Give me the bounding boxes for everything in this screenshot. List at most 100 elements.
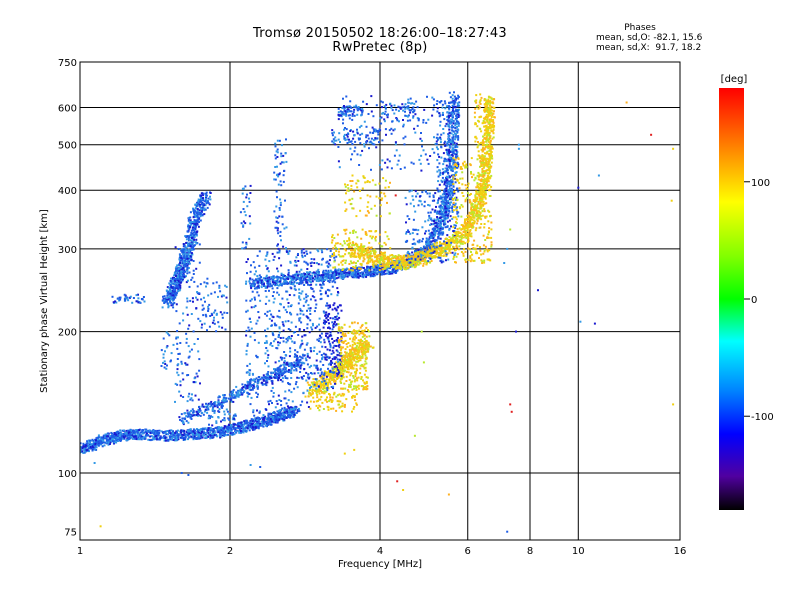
- trace-point: [191, 432, 194, 435]
- trace-point: [170, 277, 172, 280]
- trace-point: [163, 295, 166, 298]
- trace-point: [400, 261, 403, 264]
- trace-point: [467, 224, 470, 227]
- trace-point: [479, 201, 482, 204]
- trace-point: [191, 431, 193, 434]
- trace-point: [241, 392, 244, 395]
- trace-point: [318, 277, 321, 280]
- trace-point: [137, 430, 140, 433]
- trace-point: [288, 410, 290, 413]
- trace-point: [242, 386, 245, 388]
- trace-point: [269, 283, 272, 285]
- trace-point: [272, 275, 275, 278]
- trace-point: [425, 263, 428, 266]
- trace-point: [190, 435, 193, 438]
- trace-point: [95, 448, 98, 451]
- trace-point: [453, 132, 456, 135]
- trace-point: [302, 278, 305, 280]
- trace-point: [402, 263, 405, 266]
- trace-point: [254, 279, 257, 282]
- trace-point: [281, 407, 284, 410]
- trace-point: [397, 258, 400, 261]
- trace-point: [244, 387, 247, 390]
- trace-point: [452, 105, 455, 108]
- trace-point: [491, 124, 494, 127]
- trace-point: [227, 430, 229, 433]
- trace-point: [325, 276, 328, 279]
- trace-point: [486, 177, 489, 179]
- trace-point: [302, 279, 305, 282]
- trace-point: [418, 260, 421, 263]
- trace-point: [270, 416, 272, 418]
- trace-point: [168, 296, 171, 299]
- trace-point: [240, 430, 242, 432]
- trace-point: [455, 144, 458, 147]
- trace-point: [376, 272, 379, 275]
- trace-point: [486, 184, 489, 187]
- trace-point: [256, 380, 259, 383]
- trace-point: [172, 430, 174, 433]
- trace-point: [451, 124, 454, 127]
- trace-point: [168, 429, 171, 432]
- trace-point: [132, 430, 135, 433]
- trace-point: [380, 251, 383, 254]
- trace-point: [432, 223, 435, 226]
- trace-point: [426, 261, 428, 264]
- trace-point: [256, 279, 259, 282]
- trace-point: [109, 441, 112, 444]
- trace-point: [263, 285, 265, 287]
- trace-point: [219, 428, 222, 431]
- trace-point: [202, 194, 205, 197]
- trace-point: [256, 385, 259, 388]
- trace-point: [213, 403, 216, 406]
- trace-point: [197, 216, 199, 219]
- trace-point: [466, 214, 469, 217]
- trace-point: [147, 434, 150, 437]
- trace-point: [178, 269, 181, 272]
- trace-point: [98, 442, 101, 445]
- trace-point: [439, 241, 441, 244]
- trace-point: [140, 438, 143, 441]
- trace-point: [295, 273, 298, 276]
- trace-point: [111, 440, 114, 443]
- trace-point: [155, 434, 158, 437]
- trace-point: [164, 432, 167, 435]
- trace-point: [168, 286, 171, 289]
- trace-point: [232, 427, 235, 430]
- data-points: [80, 91, 675, 533]
- trace-point: [280, 413, 283, 416]
- trace-point: [203, 200, 206, 203]
- trace-point: [211, 436, 214, 439]
- trace-point: [191, 408, 194, 411]
- trace-point: [170, 435, 172, 438]
- trace-point: [180, 259, 183, 262]
- trace-point: [133, 437, 136, 440]
- trace-point: [441, 211, 444, 214]
- trace-point: [376, 255, 379, 258]
- trace-point: [288, 275, 291, 278]
- trace-point: [452, 104, 455, 107]
- trace-point: [378, 257, 381, 260]
- trace-point: [289, 406, 292, 409]
- trace-point: [304, 281, 307, 284]
- trace-point: [490, 118, 493, 121]
- trace-point: [156, 430, 159, 433]
- trace-point: [268, 416, 270, 419]
- trace-point: [471, 203, 474, 206]
- trace-point: [107, 432, 110, 435]
- trace-point: [154, 429, 157, 432]
- trace-point: [447, 243, 450, 246]
- trace-point: [149, 431, 152, 434]
- trace-point: [398, 266, 400, 269]
- trace-point: [222, 397, 225, 400]
- trace-point: [183, 250, 186, 253]
- trace-point: [172, 439, 175, 441]
- trace-point: [443, 179, 446, 182]
- chart-title: Tromsø 20150502 18:26:00–18:27:43: [252, 26, 508, 41]
- trace-point: [182, 268, 185, 271]
- trace-point: [482, 135, 484, 138]
- trace-point: [383, 255, 385, 258]
- trace-point: [172, 297, 175, 300]
- trace-point: [187, 421, 190, 424]
- trace-point: [440, 200, 443, 203]
